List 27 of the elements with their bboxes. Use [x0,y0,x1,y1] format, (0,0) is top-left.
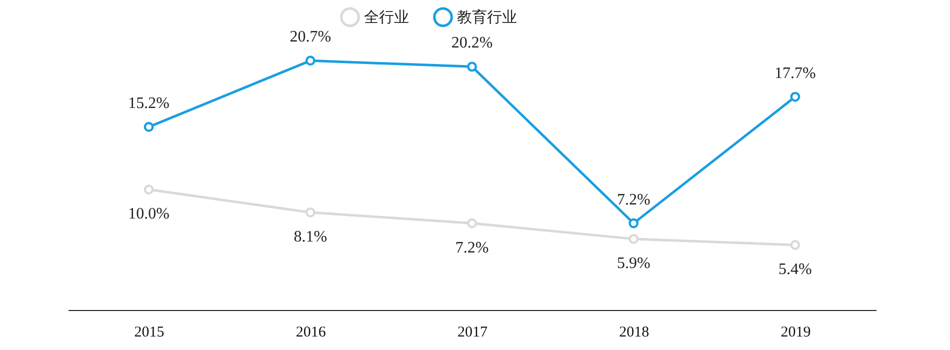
data-label: 15.2% [128,94,170,112]
point [467,218,477,228]
point [628,234,639,244]
data-label: 5.9% [616,254,650,272]
data-label: 20.2% [451,34,493,52]
x-tick-label: 2017 [458,324,488,340]
x-tick-label: 2016 [296,324,326,340]
point [628,218,639,228]
point [790,240,800,250]
point [467,62,477,72]
x-tick-label: 2015 [134,324,164,340]
x-tick-label: 2019 [780,324,811,340]
point [305,207,316,218]
data-label: 7.2% [616,191,650,208]
data-label: 10.0% [128,206,170,223]
point [144,122,154,132]
legend-label: 教育行业 [457,8,517,26]
data-label: 17.7% [774,64,816,82]
point [144,184,154,195]
point [305,56,316,66]
legend-label: 全行业 [364,8,409,26]
data-label: 5.4% [778,260,812,278]
x-tick-label: 2018 [619,324,650,340]
data-label: 20.7% [290,28,332,46]
point [790,92,800,102]
data-label: 7.2% [455,239,489,256]
data-label: 8.1% [294,228,328,246]
